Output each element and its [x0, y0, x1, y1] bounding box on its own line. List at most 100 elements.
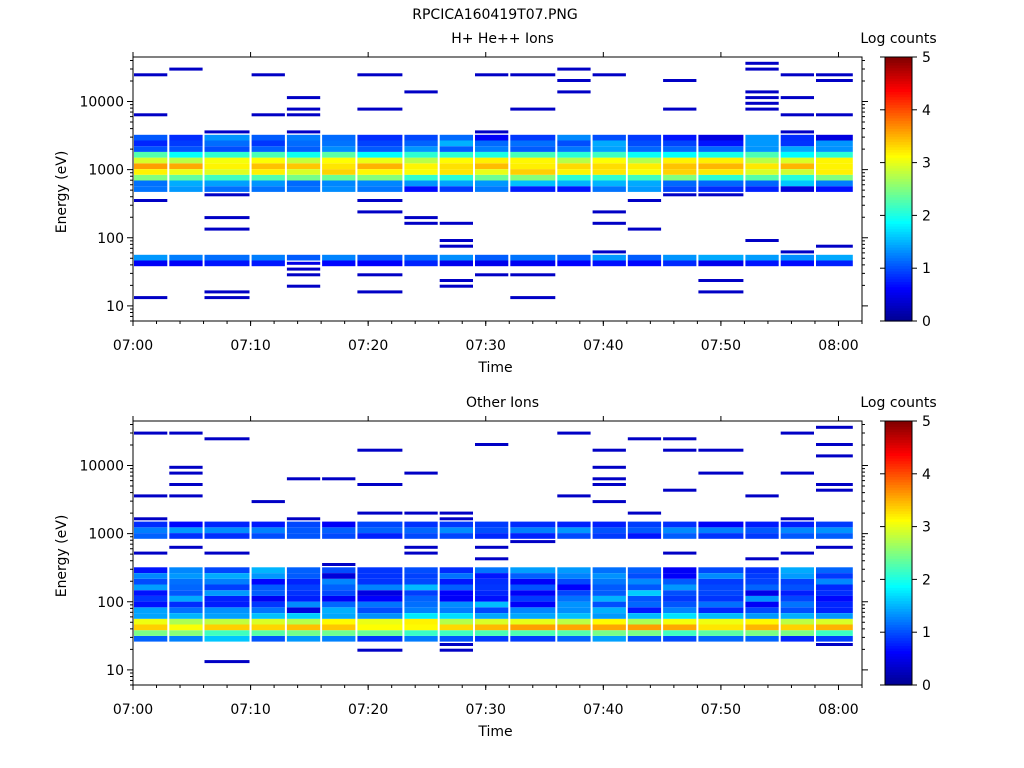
- heatmap-cell: [510, 635, 556, 642]
- colorbar-segment: [885, 616, 912, 620]
- heatmap-cell: [780, 113, 814, 117]
- x-tick-label: 07:10: [230, 702, 270, 718]
- heatmap-cell: [357, 134, 403, 141]
- heatmap-cell: [404, 595, 438, 602]
- heatmap-cell: [592, 163, 626, 169]
- heatmap-cell: [510, 618, 556, 625]
- y-tick-label: 10: [106, 299, 124, 315]
- heatmap-cell: [439, 607, 473, 613]
- heatmap-cell: [592, 221, 626, 225]
- colorbar-segment: [885, 236, 912, 240]
- heatmap-cell: [204, 227, 250, 231]
- heatmap-cell: [627, 635, 662, 642]
- heatmap-cell: [816, 73, 853, 77]
- heatmap-cell: [404, 471, 438, 475]
- heatmap-cell: [404, 163, 438, 169]
- colorbar-segment: [885, 199, 912, 203]
- heatmap-cell: [698, 134, 744, 141]
- heatmap-cell: [404, 151, 438, 158]
- heatmap-cell: [510, 584, 556, 591]
- heatmap-cell: [134, 573, 168, 579]
- heatmap-cell: [204, 527, 250, 533]
- heatmap-cell: [816, 545, 853, 549]
- heatmap-cell: [745, 163, 779, 169]
- heatmap-cell: [557, 527, 591, 533]
- heatmap-cell: [627, 227, 662, 231]
- heatmap-cell: [663, 186, 697, 192]
- heatmap-cell: [592, 613, 626, 619]
- heatmap-cell: [627, 618, 662, 625]
- heatmap-cell: [286, 151, 321, 158]
- heatmap-cell: [286, 624, 321, 631]
- heatmap-cell: [204, 151, 250, 158]
- colorbar-segment: [885, 202, 912, 206]
- colorbar-segment: [885, 655, 912, 660]
- colorbar-segment: [885, 505, 912, 509]
- heatmap-cell: [663, 630, 697, 636]
- heatmap-cell: [816, 163, 853, 169]
- heatmap-cell: [404, 618, 438, 625]
- heatmap-cell: [169, 578, 203, 585]
- colorbar-segment: [885, 542, 912, 546]
- heatmap-cell: [286, 527, 321, 533]
- heatmap-cell: [169, 573, 203, 579]
- heatmap-cell: [251, 567, 285, 573]
- heatmap-cell: [322, 140, 356, 147]
- colorbar-segment: [885, 566, 912, 570]
- heatmap-cell: [663, 169, 697, 175]
- heatmap-cell: [510, 151, 556, 158]
- heatmap-cell: [204, 157, 250, 164]
- heatmap-cell: [251, 584, 285, 591]
- heatmap-cell: [816, 578, 853, 585]
- heatmap-cell: [663, 151, 697, 158]
- heatmap-cell: [322, 151, 356, 158]
- heatmap-cell: [286, 180, 321, 187]
- heatmap-cell: [592, 618, 626, 625]
- heatmap-cell: [745, 578, 779, 585]
- heatmap-cell: [663, 533, 697, 539]
- heatmap-cell: [439, 613, 473, 619]
- heatmap-cell: [169, 635, 203, 642]
- heatmap-cells: [134, 425, 853, 664]
- heatmap-cell: [745, 180, 779, 187]
- heatmap-cell: [698, 169, 744, 175]
- heatmap-cell: [510, 73, 556, 77]
- heatmap-cell: [745, 494, 779, 498]
- heatmap-cell: [286, 517, 321, 521]
- heatmap-cell: [251, 169, 285, 175]
- heatmap-cell: [780, 140, 814, 147]
- heatmap-cell: [698, 635, 744, 642]
- heatmap-cell: [286, 140, 321, 147]
- heatmap-cell: [134, 431, 168, 435]
- heatmap-cell: [816, 180, 853, 187]
- colorbar-segment: [885, 526, 912, 530]
- heatmap-cell: [204, 590, 250, 596]
- heatmap-cell: [169, 618, 203, 625]
- colorbar-segment: [885, 165, 912, 169]
- colorbar-segment: [885, 299, 912, 304]
- y-tick-label: 10: [106, 663, 124, 679]
- heatmap-cell: [439, 630, 473, 636]
- heatmap-cell: [557, 254, 591, 261]
- heatmap-cell: [780, 151, 814, 158]
- heatmap-cell: [357, 186, 403, 192]
- colorbar-segment: [885, 107, 912, 111]
- heatmap-cell: [286, 186, 321, 192]
- colorbar-segment: [885, 220, 912, 224]
- heatmap-cell: [663, 107, 697, 111]
- heatmap-cell: [510, 134, 556, 141]
- heatmap-cell: [204, 146, 250, 152]
- heatmap-cell: [322, 521, 356, 528]
- heatmap-cell: [322, 607, 356, 613]
- heatmap-cell: [557, 146, 591, 152]
- heatmap-cell: [663, 146, 697, 152]
- colorbar-segment: [885, 421, 912, 425]
- colorbar-segment: [885, 75, 912, 79]
- heatmap-cell: [169, 163, 203, 169]
- heatmap-cell: [204, 296, 250, 300]
- heatmap-cell: [557, 140, 591, 147]
- heatmap-cell: [286, 521, 321, 528]
- colorbar-segment: [885, 492, 912, 496]
- heatmap-cell: [557, 595, 591, 602]
- heatmap-cell: [204, 186, 250, 192]
